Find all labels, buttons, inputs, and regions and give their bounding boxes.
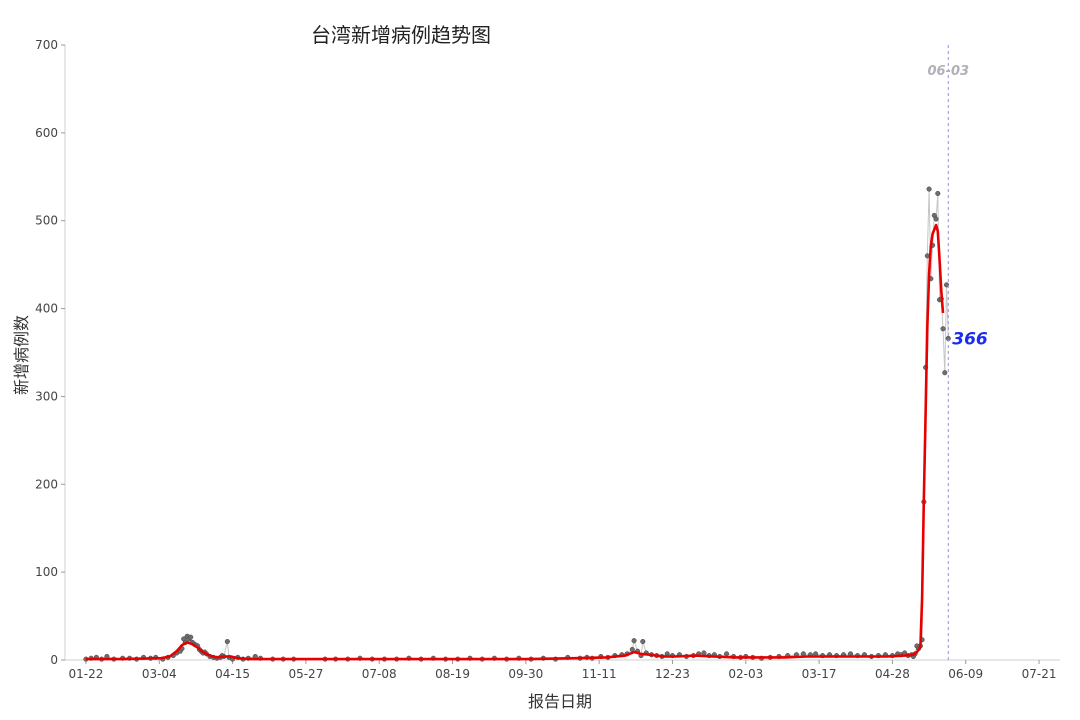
data-point — [940, 326, 946, 332]
plot-area — [83, 186, 951, 662]
y-tick-label: 400 — [35, 302, 58, 316]
data-point — [942, 370, 948, 376]
y-tick-label: 200 — [35, 477, 58, 491]
daily-cases-line — [85, 189, 949, 660]
data-point — [724, 651, 730, 657]
x-tick-label: 06-09 — [948, 667, 983, 681]
y-axis-ticks: 0 100 200 300 400 500 600 700 — [35, 38, 65, 667]
data-point — [926, 186, 932, 192]
annotations: 06-03 366 — [927, 45, 988, 660]
y-tick-label: 100 — [35, 565, 58, 579]
chart-title: 台湾新增病例趋势图 — [311, 23, 491, 47]
x-tick-label: 07-21 — [1022, 667, 1057, 681]
x-axis-title: 报告日期 — [528, 692, 592, 711]
x-tick-label: 04-28 — [875, 667, 910, 681]
y-tick-label: 300 — [35, 389, 58, 403]
x-tick-label: 02-03 — [728, 667, 763, 681]
smoothed-trend-line — [85, 223, 945, 661]
x-tick-label: 04-15 — [215, 667, 250, 681]
x-axis-ticks: 01-22 03-04 04-15 05-27 07-08 08-19 09-30 11-11… — [69, 660, 1057, 681]
y-tick-label: 500 — [35, 214, 58, 228]
x-tick-label: 03-17 — [802, 667, 837, 681]
x-tick-label: 05-27 — [288, 667, 323, 681]
x-tick-label: 12-23 — [655, 667, 690, 681]
x-tick-label: 08-19 — [435, 667, 470, 681]
x-tick-label: 09-30 — [508, 667, 543, 681]
data-point — [640, 639, 646, 645]
data-point — [933, 216, 939, 222]
data-point — [188, 634, 194, 640]
x-tick-label: 11-11 — [582, 667, 617, 681]
data-point — [935, 190, 941, 197]
x-tick-label: 03-04 — [142, 667, 177, 681]
data-point — [701, 650, 707, 656]
x-tick-label: 07-08 — [362, 667, 397, 681]
y-tick-label: 700 — [35, 38, 58, 52]
y-axis-title: 新增病例数 — [12, 315, 31, 395]
last-value-label: 366 — [952, 329, 988, 349]
data-point — [224, 639, 230, 645]
data-point — [943, 282, 950, 288]
y-tick-label: 0 — [50, 653, 58, 667]
x-tick-label: 01-22 — [69, 667, 104, 681]
y-tick-label: 600 — [35, 126, 58, 140]
axes — [64, 45, 1060, 661]
data-point — [631, 638, 637, 644]
date-marker-label: 06-03 — [927, 64, 969, 79]
